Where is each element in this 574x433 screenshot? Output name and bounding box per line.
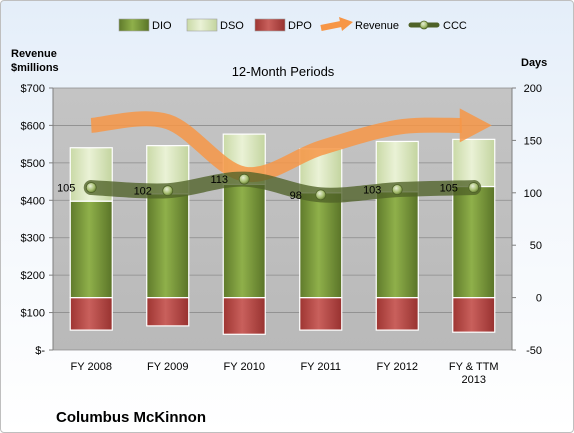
left-tick-label: $600	[21, 120, 45, 132]
ccc-data-label: 105	[440, 183, 458, 195]
right-tick-label: 150	[524, 135, 542, 147]
legend-swatch-dpo	[254, 18, 286, 32]
legend-swatch-dio	[118, 18, 150, 32]
left-tick-label: $-	[35, 345, 45, 357]
bar-dpo	[222, 297, 266, 335]
x-tick-label: FY 2009	[147, 361, 188, 373]
bar-dio	[452, 185, 496, 299]
ccc-point	[391, 184, 403, 196]
x-tick-label: FY 2011	[300, 361, 341, 373]
revenue-line	[90, 111, 462, 183]
bar-dpo	[69, 297, 113, 331]
right-tick-label: -50	[526, 345, 542, 357]
legend-arrowhead-revenue	[339, 17, 353, 31]
ccc-data-label: 102	[134, 186, 152, 198]
x-tick-label: FY 2012	[377, 361, 418, 373]
x-tick-label: 2013	[462, 374, 486, 386]
left-tick-label: $200	[21, 270, 45, 282]
ccc-data-label: 103	[363, 185, 381, 197]
x-tick-label: FY 2010	[224, 361, 265, 373]
left-tick-label: $700	[21, 83, 45, 95]
bar-dio	[222, 183, 266, 299]
bar-dio	[69, 200, 113, 299]
left-tick-label: $500	[21, 158, 45, 170]
ccc-point	[468, 182, 480, 193]
legend-label-dso: DSO	[220, 20, 244, 32]
ccc-point	[85, 182, 97, 193]
bar-dio	[299, 192, 343, 299]
revenue-arrowhead	[459, 108, 492, 143]
legend-label-dio: DIO	[152, 20, 172, 32]
ccc-data-label: 113	[210, 174, 228, 186]
bar-dpo	[299, 297, 343, 331]
ccc-data-label: 98	[290, 190, 302, 202]
left-tick-label: $400	[21, 195, 45, 207]
ccc-line	[83, 171, 482, 203]
right-tick-label: 100	[524, 188, 542, 200]
right-tick-label: 200	[524, 83, 542, 95]
legend-swatch-dso	[186, 18, 218, 32]
bar-dpo	[146, 297, 190, 327]
bar-dio	[375, 191, 419, 299]
x-tick-label: FY & TTM	[449, 361, 499, 373]
ccc-point	[162, 185, 174, 197]
ccc-data-label: 105	[57, 183, 75, 195]
bar-dpo	[452, 297, 496, 333]
ccc-point	[238, 173, 250, 185]
right-tick-label: 0	[536, 293, 542, 305]
company-name: Columbus McKinnon	[56, 409, 206, 426]
bar-dso	[452, 138, 496, 188]
right-tick-label: 50	[530, 240, 542, 252]
legend-label-ccc: CCC	[443, 20, 467, 32]
chart-title: 12-Month Periods	[232, 64, 335, 79]
legend-label-dpo: DPO	[288, 20, 312, 32]
left-axis-title: Revenue	[11, 48, 57, 60]
left-tick-label: $300	[21, 233, 45, 245]
left-axis-title: $millions	[11, 62, 59, 74]
left-tick-label: $100	[21, 308, 45, 320]
legend-marker-ccc	[419, 20, 429, 30]
right-axis-title: Days	[521, 57, 547, 69]
bar-dio	[146, 193, 190, 299]
legend-swatch-revenue	[320, 21, 342, 31]
x-tick-label: FY 2008	[71, 361, 112, 373]
bar-dpo	[375, 297, 419, 331]
legend-label-revenue: Revenue	[355, 20, 399, 32]
ccc-point	[315, 189, 327, 201]
